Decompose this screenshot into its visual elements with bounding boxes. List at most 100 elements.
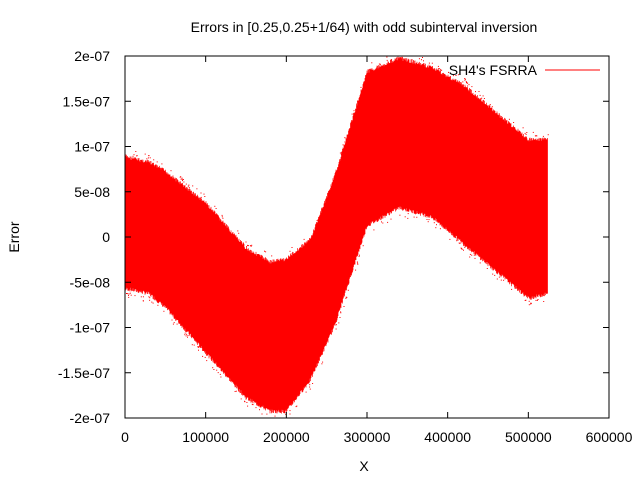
data-point [204, 196, 206, 197]
data-point [309, 386, 311, 388]
x-axis: 0 100000 200000 300000 400000 500000 600000 [121, 56, 633, 445]
y-axis-label: Error [6, 221, 22, 252]
data-point [478, 91, 480, 92]
data-point [471, 86, 473, 88]
data-point [238, 232, 240, 234]
data-point [534, 135, 536, 137]
data-point [156, 161, 158, 163]
data-point [187, 336, 188, 338]
data-point [522, 127, 524, 129]
data-point [180, 178, 182, 180]
data-point [173, 322, 175, 324]
data-point [339, 152, 341, 154]
data-point [439, 228, 441, 230]
data-point [170, 170, 172, 172]
data-point [246, 246, 248, 248]
data-point [466, 82, 468, 84]
data-point [136, 155, 138, 157]
data-point [528, 300, 530, 302]
data-point [188, 187, 190, 189]
data-point [379, 63, 381, 65]
data-point [494, 274, 496, 276]
data-point [340, 311, 342, 313]
data-point [135, 151, 137, 152]
data-point [235, 390, 237, 392]
data-point [316, 220, 318, 222]
data-point [147, 157, 149, 159]
data-point [440, 69, 442, 71]
data-point [140, 296, 142, 298]
data-point [247, 405, 249, 407]
data-point [467, 85, 469, 87]
data-point [250, 245, 252, 247]
data-point [335, 324, 337, 326]
data-point [475, 91, 476, 93]
data-point [309, 384, 311, 386]
x-tick-label: 600000 [586, 429, 633, 445]
data-point [219, 373, 221, 375]
data-point [543, 301, 545, 302]
data-point [399, 214, 401, 216]
data-point [351, 113, 353, 115]
data-point [381, 221, 382, 223]
legend-label: SH4's FSRRA [449, 62, 538, 78]
data-point [200, 192, 202, 194]
data-point [436, 224, 437, 226]
data-point [176, 323, 178, 325]
x-tick-label: 300000 [344, 429, 391, 445]
data-point [542, 135, 544, 137]
data-point [259, 409, 260, 411]
data-point [362, 245, 364, 247]
data-point [130, 294, 132, 296]
data-layer [124, 56, 549, 417]
data-point [214, 205, 216, 207]
data-point [535, 135, 537, 137]
data-point [149, 157, 151, 159]
data-point [344, 141, 346, 143]
data-point [437, 65, 439, 67]
y-tick-label: -1.5e-07 [58, 365, 110, 381]
data-point [469, 253, 471, 255]
data-point [486, 268, 488, 269]
data-point [152, 302, 154, 304]
data-point [206, 360, 208, 362]
data-point [473, 254, 475, 256]
data-point [187, 185, 189, 187]
data-point [171, 319, 173, 321]
data-point [289, 410, 291, 412]
data-point [172, 323, 174, 325]
data-point [221, 216, 223, 218]
data-point [461, 248, 463, 249]
data-point [309, 388, 311, 390]
data-point [537, 299, 539, 300]
data-point [149, 297, 151, 299]
data-point [251, 244, 253, 246]
y-tick-label: -5e-08 [70, 274, 111, 290]
data-point [148, 296, 150, 298]
data-point [182, 179, 184, 180]
data-point [492, 273, 494, 275]
y-tick-label: -2e-07 [70, 410, 111, 426]
data-point [347, 289, 349, 291]
y-tick-label: 1.5e-07 [63, 93, 111, 109]
data-point [191, 344, 193, 346]
data-point [431, 62, 433, 64]
data-point [433, 222, 435, 224]
data-point [335, 328, 337, 330]
data-point [163, 310, 165, 312]
y-tick-label: 0 [102, 229, 110, 245]
data-point [463, 249, 464, 251]
data-point [465, 81, 467, 83]
data-point [221, 214, 223, 216]
data-point [212, 367, 214, 369]
data-point [216, 369, 218, 371]
x-axis-label: X [359, 458, 369, 474]
data-point [197, 346, 199, 348]
data-point [127, 293, 129, 295]
data-point [343, 306, 345, 307]
data-point [441, 69, 443, 71]
data-point [353, 110, 355, 112]
data-point [471, 254, 473, 256]
data-point [146, 158, 148, 160]
